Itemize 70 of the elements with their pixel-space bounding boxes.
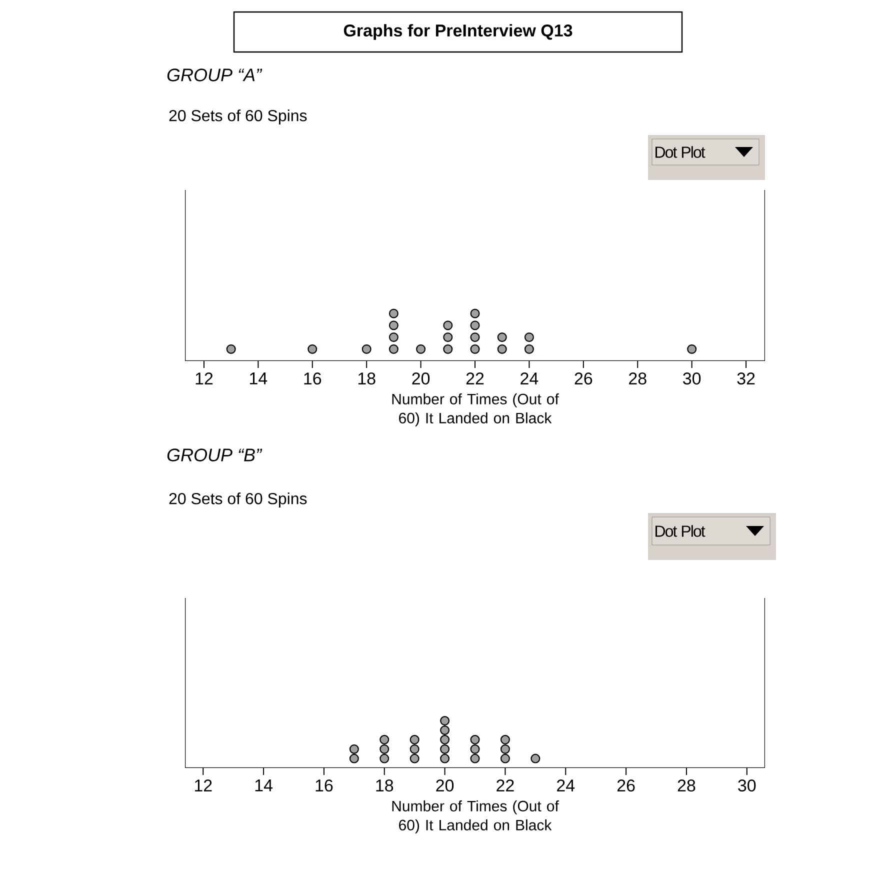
x-tick-label: 16 bbox=[316, 780, 333, 792]
point bbox=[470, 308, 480, 318]
point bbox=[470, 320, 480, 330]
x-tick-label: 14 bbox=[250, 372, 268, 384]
point bbox=[362, 344, 372, 354]
x-tick-label: 12 bbox=[196, 372, 213, 384]
point bbox=[388, 332, 398, 342]
text: Dot Plot bbox=[656, 525, 706, 537]
point bbox=[470, 734, 480, 744]
point bbox=[530, 754, 540, 764]
point bbox=[410, 754, 420, 764]
point bbox=[388, 320, 398, 330]
point bbox=[349, 754, 359, 764]
x-tick-label: 20 bbox=[412, 372, 430, 385]
x-tick-label: 30 bbox=[683, 372, 701, 385]
x-tick-label: 28 bbox=[678, 780, 696, 792]
x-tick-label: 22 bbox=[496, 780, 514, 792]
point bbox=[500, 754, 510, 764]
point bbox=[440, 725, 450, 735]
x-tick-label: 28 bbox=[629, 372, 646, 385]
x-tick-label: 26 bbox=[617, 780, 635, 792]
point bbox=[524, 344, 534, 354]
x-tick-label: 18 bbox=[358, 372, 376, 385]
point bbox=[440, 744, 450, 754]
x-axis-title: Number of Times (Out of 60) It Landed on Black bbox=[392, 393, 559, 426]
point bbox=[416, 344, 426, 354]
x-tick-label: 16 bbox=[304, 372, 322, 385]
point bbox=[497, 332, 507, 342]
point bbox=[440, 716, 450, 726]
point bbox=[687, 344, 697, 354]
chart-subtitle: GROUP “A” bbox=[167, 68, 262, 82]
point bbox=[524, 332, 534, 342]
point bbox=[349, 744, 359, 754]
x-tick-label: 32 bbox=[737, 372, 755, 385]
x-tick-label: 24 bbox=[557, 780, 575, 792]
point bbox=[470, 344, 480, 354]
point bbox=[388, 308, 398, 318]
text: 20 Sets of 60 Spins bbox=[169, 492, 307, 508]
point bbox=[380, 734, 390, 744]
x-tick-label: 12 bbox=[194, 780, 212, 792]
point bbox=[470, 754, 480, 764]
point bbox=[500, 744, 510, 754]
point bbox=[308, 344, 318, 354]
x-axis-title: Number of Times (Out of 60) It Landed on Black bbox=[392, 800, 559, 834]
point bbox=[443, 320, 453, 330]
point bbox=[388, 344, 398, 354]
x-tick-label: 22 bbox=[466, 372, 484, 384]
point bbox=[440, 734, 450, 744]
x-tick-label: 20 bbox=[436, 780, 454, 792]
point bbox=[410, 734, 420, 744]
x-tick-label: 26 bbox=[574, 372, 592, 385]
x-tick-label: 18 bbox=[376, 780, 394, 792]
chart-title: Graphs for PreInterview Q13 bbox=[344, 24, 572, 40]
x-tick-label: 30 bbox=[738, 780, 756, 792]
chart-title: GROUP “B” bbox=[167, 448, 262, 462]
x-tick-label: 14 bbox=[255, 780, 272, 792]
text: 20 Sets of 60 Spins bbox=[169, 110, 307, 124]
point bbox=[410, 744, 420, 754]
point bbox=[380, 744, 390, 754]
point bbox=[500, 734, 510, 744]
text: Dot Plot bbox=[656, 146, 706, 158]
point bbox=[380, 754, 390, 764]
point bbox=[226, 344, 236, 354]
point bbox=[470, 332, 480, 342]
point bbox=[440, 754, 450, 764]
x-tick-label: 24 bbox=[520, 372, 538, 384]
point bbox=[470, 744, 480, 754]
point bbox=[443, 332, 453, 342]
point bbox=[443, 344, 453, 354]
point bbox=[497, 344, 507, 354]
